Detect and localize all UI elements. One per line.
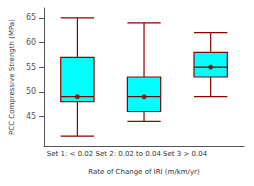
svg-text:55: 55 bbox=[26, 63, 36, 72]
svg-text:60: 60 bbox=[26, 38, 36, 47]
svg-text:45: 45 bbox=[26, 112, 36, 121]
svg-text:Set 1: < 0.02 Set 2: 0.02 to 0: Set 1: < 0.02 Set 2: 0.02 to 0.04 Set 3 … bbox=[47, 150, 208, 158]
svg-text:PCC Compressive Strength (MPa): PCC Compressive Strength (MPa) bbox=[8, 19, 16, 135]
svg-text:Rate of Change of IRI (m/km/yr: Rate of Change of IRI (m/km/yr) bbox=[88, 168, 200, 176]
svg-text:50: 50 bbox=[26, 87, 36, 96]
svg-text:65: 65 bbox=[26, 13, 36, 22]
